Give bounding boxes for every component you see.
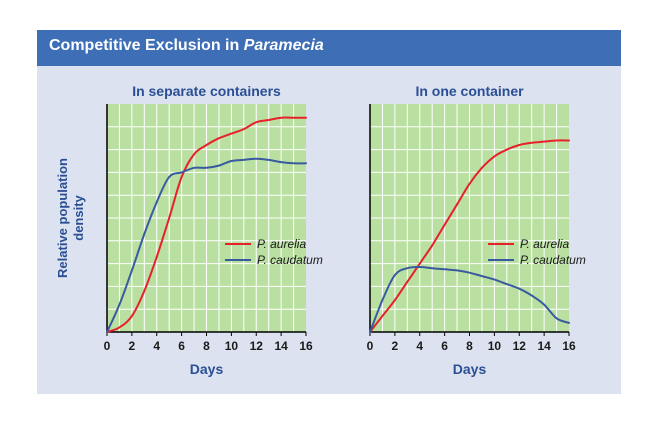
chart-2: 0 2 4 6 8 10 12 14 16 In one container Days P. aure… <box>367 83 586 377</box>
charts-svg: 0 2 4 6 8 10 12 14 16 In separate containers Days R… <box>55 83 586 377</box>
series-line-aurelia <box>369 139 570 333</box>
x-tick-label: 16 <box>299 339 313 353</box>
x-tick-label: 8 <box>466 339 473 353</box>
x-tick-label: 10 <box>225 339 239 353</box>
y-axis-label: Relative populationdensity <box>55 158 86 278</box>
x-tick-label: 10 <box>488 339 502 353</box>
x-tick-label: 4 <box>416 339 423 353</box>
x-tick-label: 0 <box>104 339 111 353</box>
x-tick-label: 6 <box>441 339 448 353</box>
x-tick-label: 14 <box>274 339 288 353</box>
chart-title: In one container <box>415 83 524 99</box>
x-tick-label: 16 <box>562 339 576 353</box>
x-axis-label: Days <box>453 361 487 377</box>
figure-title-italic: Paramecia <box>243 37 324 54</box>
figure-panel: Competitive Exclusion in Paramecia 0 2 4 6 8… <box>37 30 621 394</box>
figure-title: Competitive Exclusion in Paramecia <box>49 37 324 55</box>
x-tick-label: 14 <box>537 339 551 353</box>
x-tick-label: 12 <box>250 339 264 353</box>
x-tick-label: 4 <box>153 339 160 353</box>
legend-label-caudatum: P. caudatum <box>257 253 323 267</box>
x-tick-label: 8 <box>203 339 210 353</box>
x-axis-label: Days <box>190 361 224 377</box>
chart-title: In separate containers <box>132 83 281 99</box>
series-line-caudatum <box>106 157 307 333</box>
legend-label-caudatum: P. caudatum <box>520 253 586 267</box>
figure-title-main: Competitive Exclusion in <box>49 37 240 54</box>
x-tick-label: 2 <box>129 339 136 353</box>
x-tick-label: 6 <box>178 339 185 353</box>
legend-label-aurelia: P. aurelia <box>257 237 306 251</box>
x-tick-label: 0 <box>367 339 374 353</box>
x-tick-label: 12 <box>513 339 527 353</box>
series-line-aurelia <box>106 116 307 333</box>
title-bar: Competitive Exclusion in Paramecia <box>37 30 621 66</box>
legend-label-aurelia: P. aurelia <box>520 237 569 251</box>
chart-1: 0 2 4 6 8 10 12 14 16 In separate containers Days R… <box>55 83 323 377</box>
x-tick-label: 2 <box>392 339 399 353</box>
series-line-caudatum <box>369 265 570 333</box>
